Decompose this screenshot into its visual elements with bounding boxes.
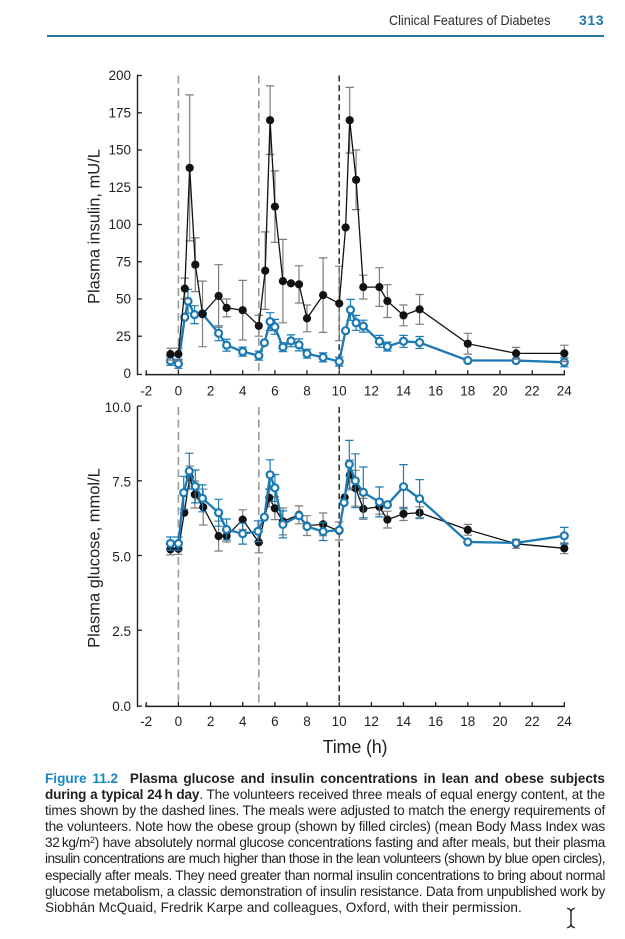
svg-text:18: 18 bbox=[460, 714, 475, 729]
svg-text:10: 10 bbox=[332, 714, 347, 729]
svg-text:22: 22 bbox=[525, 714, 540, 729]
svg-text:8: 8 bbox=[303, 714, 311, 729]
svg-text:150: 150 bbox=[108, 143, 131, 158]
svg-text:-2: -2 bbox=[140, 714, 152, 729]
svg-text:125: 125 bbox=[108, 180, 131, 195]
svg-text:0.0: 0.0 bbox=[112, 699, 131, 714]
svg-text:75: 75 bbox=[116, 255, 131, 270]
svg-text:2: 2 bbox=[207, 384, 215, 399]
svg-text:Plasma glucose, mmol/L: Plasma glucose, mmol/L bbox=[86, 468, 104, 648]
svg-text:-2: -2 bbox=[140, 384, 152, 399]
svg-text:12: 12 bbox=[364, 714, 379, 729]
svg-text:22: 22 bbox=[525, 384, 540, 399]
svg-text:200: 200 bbox=[108, 68, 131, 83]
svg-text:12: 12 bbox=[364, 384, 379, 399]
svg-text:10: 10 bbox=[332, 384, 347, 399]
svg-text:24: 24 bbox=[557, 384, 573, 399]
svg-text:24: 24 bbox=[557, 714, 573, 729]
svg-text:Time (h): Time (h) bbox=[323, 737, 388, 757]
svg-text:0: 0 bbox=[175, 384, 183, 399]
svg-text:20: 20 bbox=[492, 714, 507, 729]
svg-text:18: 18 bbox=[460, 384, 475, 399]
svg-text:Plasma insulin, mU/L: Plasma insulin, mU/L bbox=[86, 149, 104, 304]
svg-text:16: 16 bbox=[428, 714, 443, 729]
svg-text:14: 14 bbox=[396, 384, 412, 399]
svg-text:4: 4 bbox=[239, 714, 247, 729]
svg-text:10.0: 10.0 bbox=[105, 400, 131, 415]
svg-text:0: 0 bbox=[123, 366, 131, 381]
svg-text:5.0: 5.0 bbox=[112, 549, 131, 564]
svg-text:25: 25 bbox=[116, 329, 131, 344]
svg-text:6: 6 bbox=[271, 384, 279, 399]
svg-text:8: 8 bbox=[303, 384, 311, 399]
svg-text:2.5: 2.5 bbox=[112, 624, 131, 639]
svg-text:14: 14 bbox=[396, 714, 412, 729]
svg-text:6: 6 bbox=[271, 714, 279, 729]
svg-text:7.5: 7.5 bbox=[112, 475, 131, 490]
svg-text:4: 4 bbox=[239, 384, 247, 399]
svg-text:2: 2 bbox=[207, 714, 215, 729]
svg-text:16: 16 bbox=[428, 384, 443, 399]
svg-text:175: 175 bbox=[108, 106, 131, 121]
svg-text:20: 20 bbox=[492, 384, 507, 399]
svg-text:50: 50 bbox=[116, 292, 131, 307]
svg-text:0: 0 bbox=[175, 714, 183, 729]
svg-text:100: 100 bbox=[108, 217, 131, 232]
